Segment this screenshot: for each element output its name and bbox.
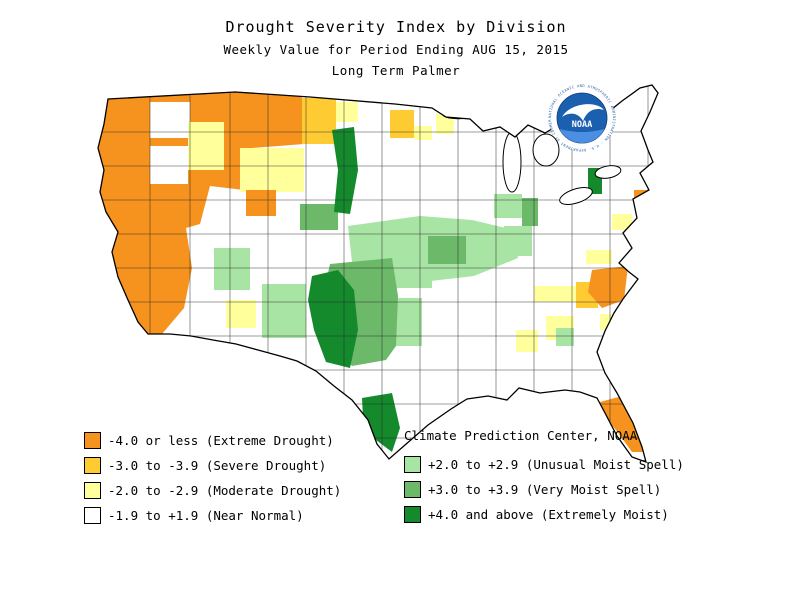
legend-label: +4.0 and above (Extremely Moist) <box>428 506 669 522</box>
legend-item: -3.0 to -3.9 (Severe Drought) <box>84 456 341 474</box>
legend-label: -3.0 to -3.9 (Severe Drought) <box>108 457 327 473</box>
legend-swatch-near-normal <box>84 506 101 524</box>
lake-ontario <box>594 165 622 179</box>
legend-swatch-very-moist <box>404 480 421 498</box>
extremely-moist-regions <box>308 127 602 452</box>
legend-item: -2.0 to -2.9 (Moderate Drought) <box>84 481 342 499</box>
legend-item: +3.0 to +3.9 (Very Moist Spell) <box>404 480 684 498</box>
legend-swatch-unusual-moist <box>404 455 421 473</box>
legend-drought: -4.0 or less (Extreme Drought) -3.0 to -… <box>84 431 342 532</box>
legend-swatch-extreme-drought <box>84 431 101 449</box>
lake-huron <box>532 133 560 167</box>
legend-item: -1.9 to +1.9 (Near Normal) <box>84 506 341 524</box>
legend-item: -4.0 or less (Extreme Drought) <box>84 431 341 449</box>
noaa-logo-label: NOAA <box>572 120 592 130</box>
lake-erie <box>559 187 593 205</box>
legend-item: +4.0 and above (Extremely Moist) <box>404 505 684 523</box>
title-block: Drought Severity Index by Division Weekl… <box>0 18 792 78</box>
lake-michigan <box>502 131 522 193</box>
legend-swatch-moderate-drought <box>84 481 101 499</box>
drought-regions <box>98 85 658 462</box>
subtitle-index-type: Long Term Palmer <box>331 63 461 78</box>
subtitle-period: Weekly Value for Period Ending AUG 15, 2… <box>223 42 569 57</box>
legend-label: +2.0 to +2.9 (Unusual Moist Spell) <box>428 456 684 472</box>
noaa-seagull-icon <box>562 104 604 121</box>
division-grid <box>98 85 658 462</box>
attribution: Climate Prediction Center, NOAA <box>404 428 638 443</box>
legend-moist: Climate Prediction Center, NOAA +2.0 to … <box>404 428 684 531</box>
legend-label: -1.9 to +1.9 (Near Normal) <box>108 507 304 523</box>
extreme-drought-regions <box>98 92 304 334</box>
legend-swatch-severe-drought <box>84 456 101 474</box>
legend-swatch-extremely-moist <box>404 505 421 523</box>
lake-superior <box>441 100 495 120</box>
page-title: Drought Severity Index by Division <box>225 18 567 36</box>
legend-label: +3.0 to +3.9 (Very Moist Spell) <box>428 481 662 497</box>
legend-label: -2.0 to -2.9 (Moderate Drought) <box>108 482 342 498</box>
legend-label: -4.0 or less (Extreme Drought) <box>108 432 334 448</box>
noaa-logo-ocean <box>557 128 607 143</box>
legend-item: +2.0 to +2.9 (Unusual Moist Spell) <box>404 455 684 473</box>
near-normal-patches <box>150 102 190 184</box>
